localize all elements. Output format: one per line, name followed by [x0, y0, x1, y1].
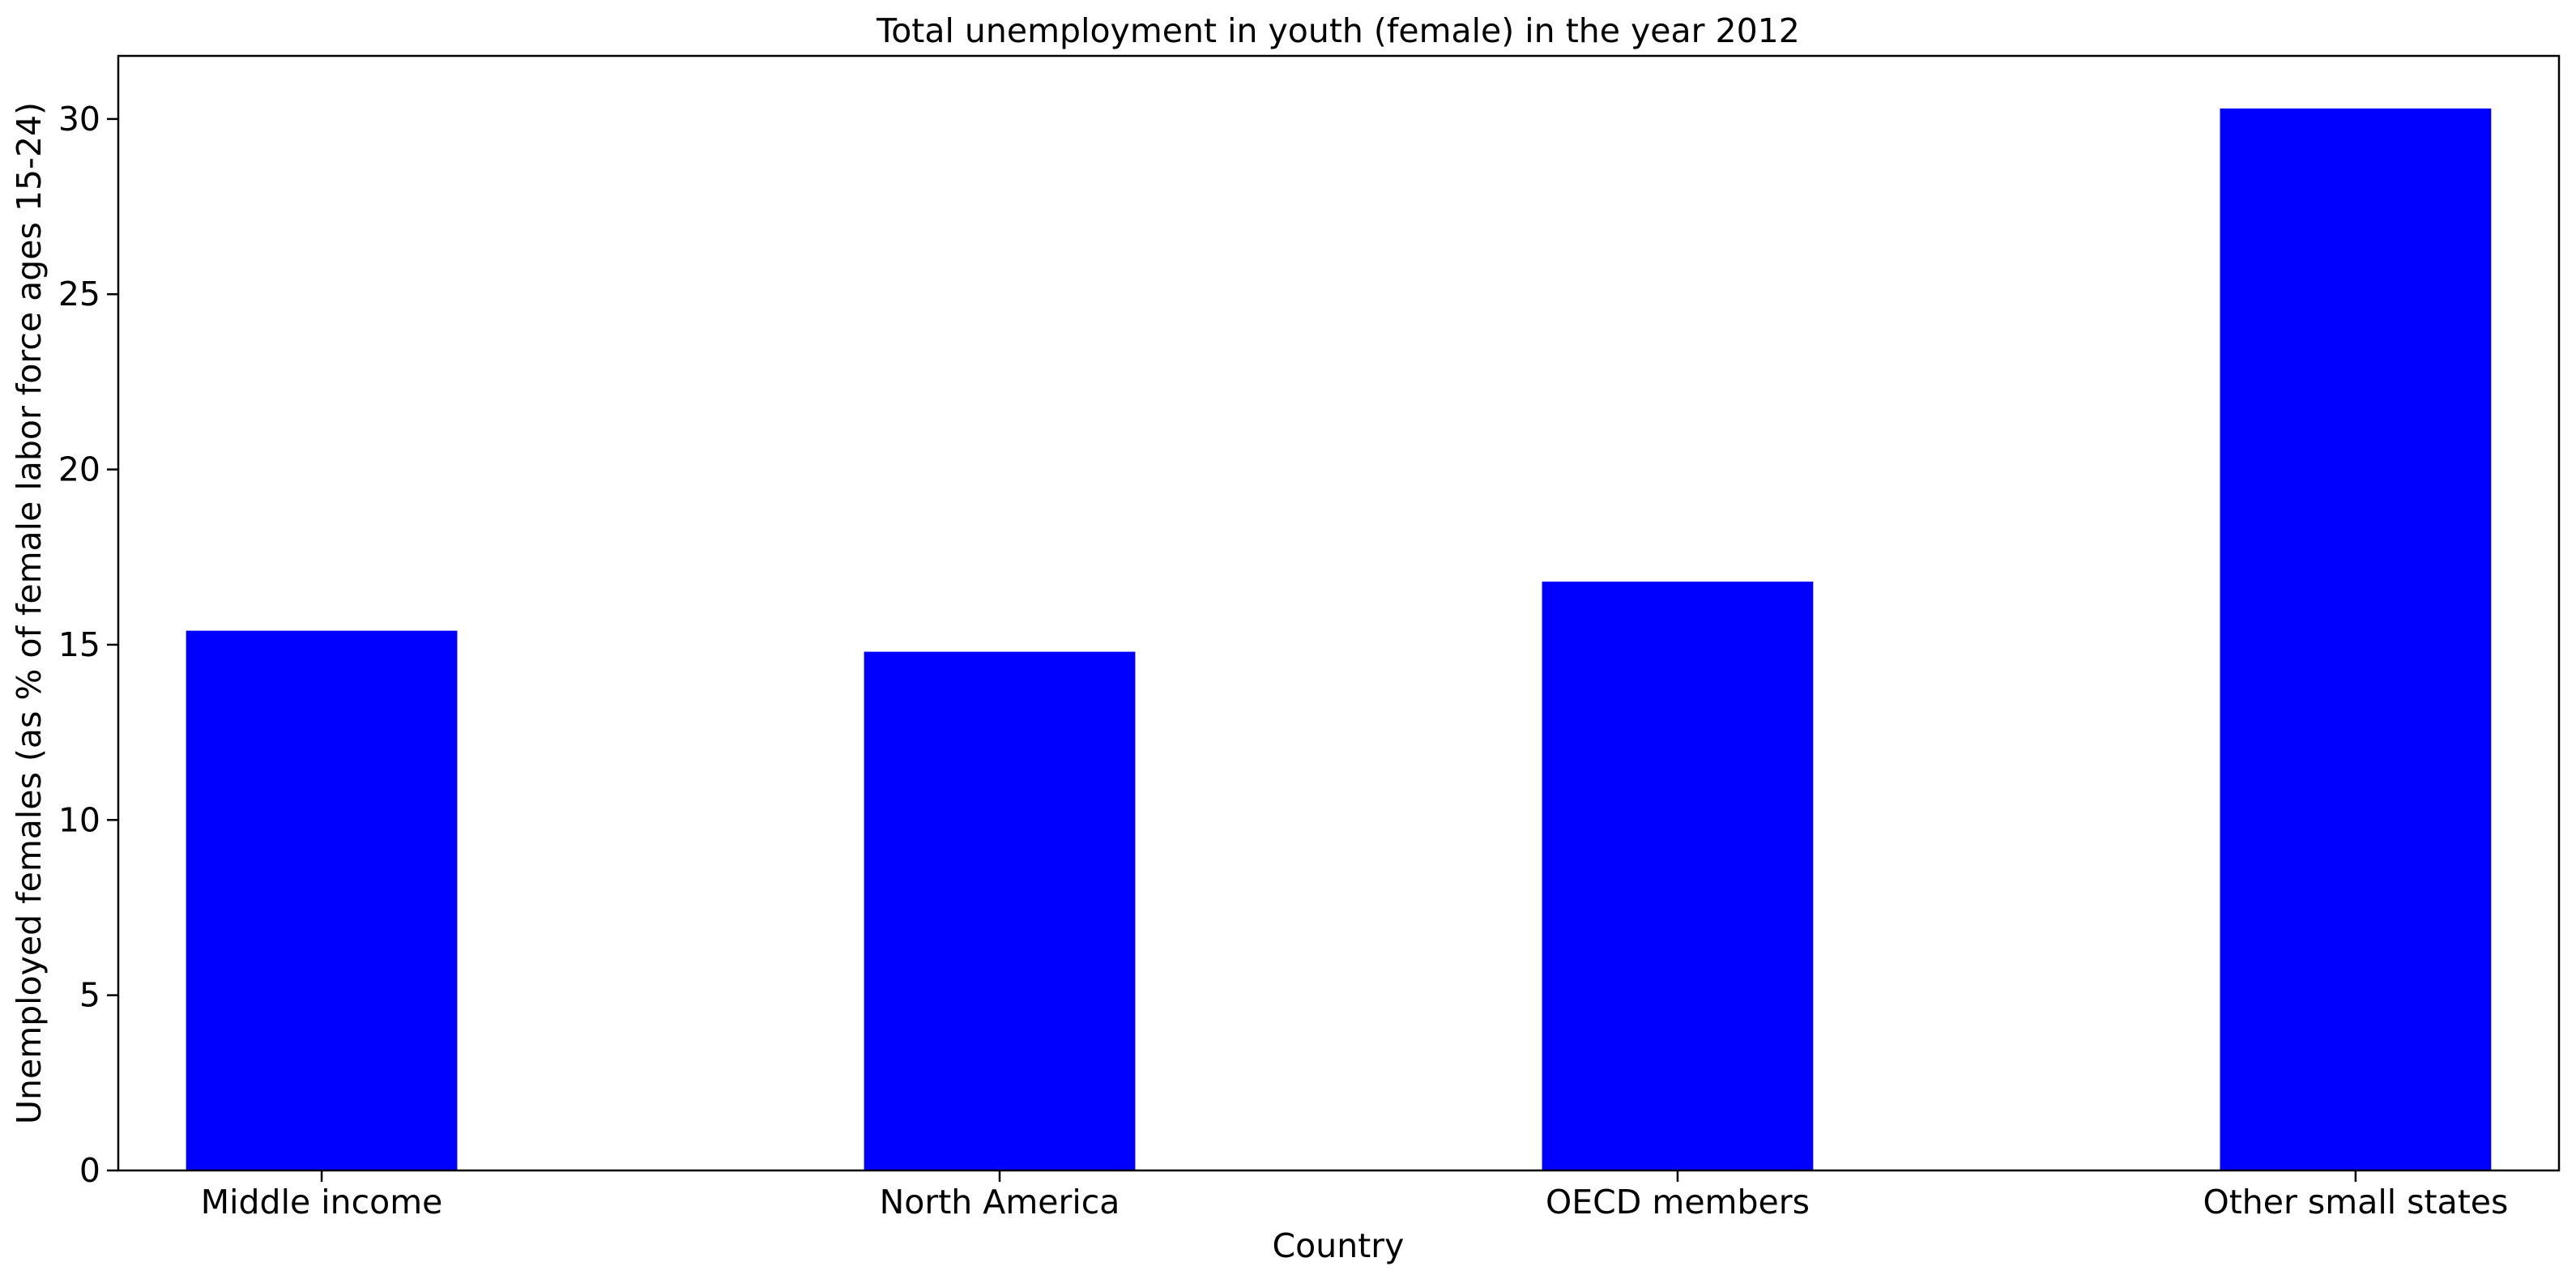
x-tick-label: North America [880, 1183, 1120, 1221]
y-tick-label: 0 [79, 1151, 100, 1190]
x-axis-label: Country [1273, 1226, 1405, 1265]
bars-layer [186, 108, 2492, 1171]
y-tick-label: 10 [58, 800, 100, 839]
y-tick-label: 25 [58, 275, 100, 313]
x-tick-label: OECD members [1546, 1183, 1810, 1221]
plot-frame [117, 54, 2561, 1172]
x-tick-label: Other small states [2203, 1183, 2508, 1221]
y-tick-label: 20 [58, 450, 100, 489]
y-tick-label: 15 [58, 625, 100, 664]
bar-oecd-members [1542, 582, 1814, 1170]
x-axis-ticks: Middle income North America OECD members Ot… [201, 1170, 2508, 1221]
chart-title: Total unemployment in youth (female) in … [876, 11, 1800, 50]
bar-other-small-states [2220, 108, 2492, 1171]
y-axis-label: Unemployed females (as % of female labor… [10, 102, 49, 1124]
bar-middle-income [186, 630, 458, 1170]
y-tick-label: 5 [79, 976, 100, 1015]
x-tick-label: Middle income [201, 1183, 443, 1221]
bar-north-america [864, 651, 1136, 1170]
y-axis-ticks: 0 5 10 15 20 25 30 [58, 100, 118, 1190]
y-tick-label: 30 [58, 100, 100, 139]
